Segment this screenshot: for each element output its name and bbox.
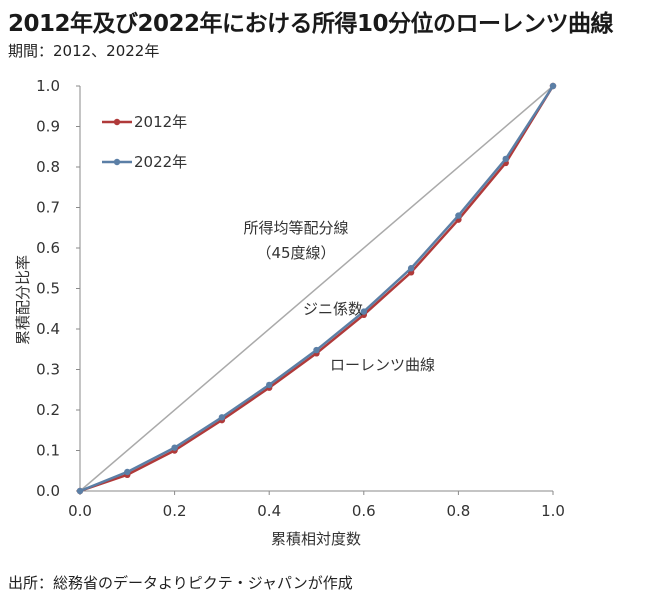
equality-line-annotation: 所得均等配分線 (243, 219, 348, 237)
data-point (549, 82, 557, 90)
y-tick-label: 0.0 (36, 482, 60, 500)
data-point (407, 265, 415, 272)
y-tick-label: 0.9 (36, 118, 60, 136)
y-tick-label: 0.4 (36, 320, 60, 338)
y-tick-label: 0.7 (36, 199, 60, 217)
x-tick-label: 0.2 (163, 502, 187, 520)
chart-subtitle: 期間：2012、2022年 (8, 42, 160, 60)
x-ticks: 0.0 0.2 0.4 0.6 0.8 1.0 (68, 491, 565, 520)
data-point (502, 155, 509, 163)
data-point (124, 468, 131, 476)
data-point (360, 308, 367, 315)
data-point (313, 346, 320, 354)
legend-marker (113, 118, 121, 126)
y-tick-label: 1.0 (36, 77, 60, 95)
legend-label: 2022年 (134, 153, 187, 171)
y-tick-label: 0.5 (36, 280, 60, 298)
x-tick-label: 1.0 (541, 502, 565, 520)
legend-marker (113, 158, 121, 166)
source-note: 出所：総務省のデータよりピクテ・ジャパンが作成 (8, 574, 353, 592)
x-tick-label: 0.8 (446, 502, 470, 520)
x-tick-label: 0.0 (68, 502, 92, 520)
y-tick-label: 0.3 (36, 361, 60, 379)
lorenz-annotation: ローレンツ曲線 (330, 356, 435, 374)
x-tick-label: 0.4 (257, 502, 281, 520)
data-point (266, 381, 273, 389)
gini-annotation: ジニ係数 (303, 300, 363, 318)
y-axis-label: 累積配分比率 (14, 255, 32, 345)
y-tick-label: 0.2 (36, 401, 60, 419)
data-point (218, 414, 226, 421)
legend-label: 2012年 (134, 113, 187, 131)
legend: 2012年 2022年 (102, 113, 187, 171)
data-point (76, 487, 84, 495)
x-axis-label: 累積相対度数 (271, 530, 361, 548)
y-tick-label: 0.6 (36, 239, 60, 257)
y-tick-label: 0.1 (36, 442, 60, 460)
data-point (171, 444, 178, 451)
y-ticks: 0.0 0.1 0.2 0.3 0.4 0.5 0.6 0.7 0.8 0.9 1.0 (36, 77, 80, 500)
chart-title: 2012年及び2022年における所得10分位のローレンツ曲線 (8, 11, 614, 37)
data-point (455, 212, 462, 219)
x-tick-label: 0.6 (352, 502, 376, 520)
equality-line (79, 85, 554, 492)
equality-line-annotation-sub: （45度線） (256, 244, 335, 262)
plot-area (76, 82, 557, 495)
y-tick-label: 0.8 (36, 158, 60, 176)
